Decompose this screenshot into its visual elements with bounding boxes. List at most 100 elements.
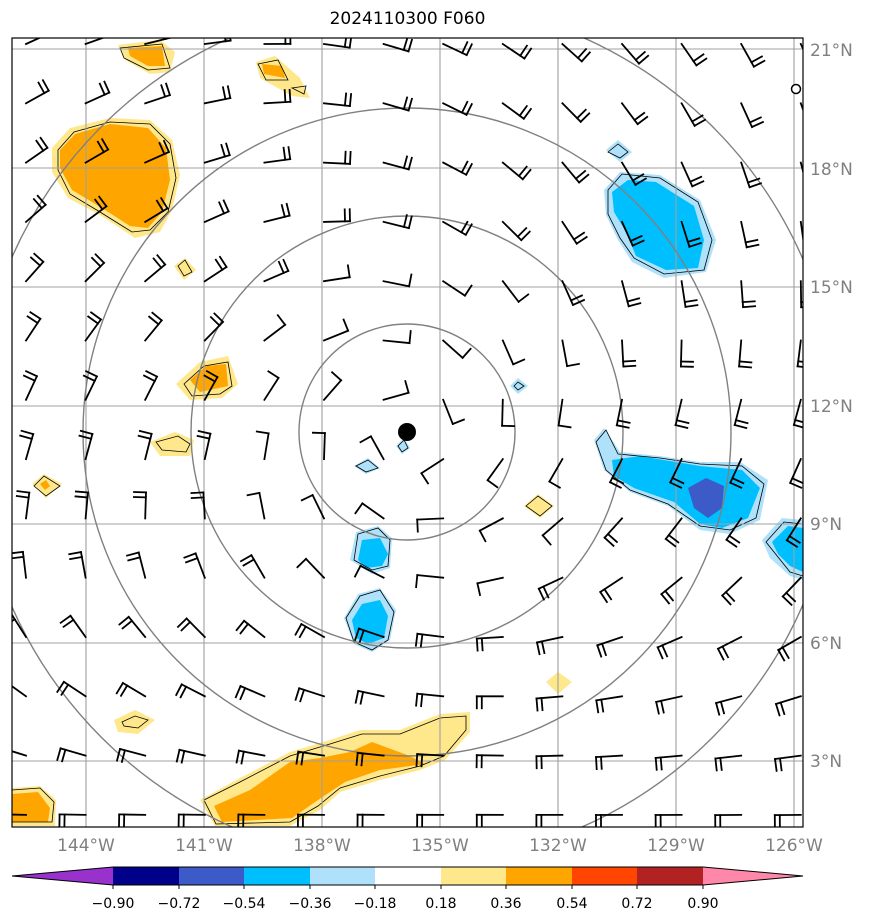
wind-barb-tick <box>147 315 160 326</box>
wind-barb-tick <box>460 160 469 174</box>
wind-barb-tick <box>684 304 699 308</box>
wind-barb-tick <box>415 574 419 589</box>
wind-barb-tick <box>235 749 240 764</box>
wind-barb-tick <box>569 294 584 302</box>
wind-barb-tick <box>748 182 763 189</box>
wind-barb-tick <box>407 38 414 53</box>
wind-barb-tick <box>214 258 224 271</box>
wind-barb <box>382 391 410 401</box>
wind-barb-tick <box>45 22 50 33</box>
wind-barb <box>144 491 147 520</box>
wind-barb <box>501 161 525 181</box>
wind-barb-tick <box>225 142 231 157</box>
wind-barb-tick <box>164 38 167 40</box>
wind-barb-tick <box>358 629 365 643</box>
wind-barb-tick <box>349 150 352 165</box>
wind-barb-tick <box>294 622 303 636</box>
wind-barb-tick <box>750 120 765 129</box>
lat-label: 9°N <box>810 515 842 535</box>
wind-barb-tick <box>277 260 285 275</box>
wind-barb-tick <box>156 254 167 266</box>
wind-barb-tick <box>255 430 270 435</box>
wind-barb <box>382 280 411 288</box>
wind-barb <box>501 339 515 366</box>
wind-barb-tick <box>36 194 47 207</box>
wind-barb-tick <box>12 618 16 623</box>
wind-barb <box>263 158 292 164</box>
wind-barb <box>774 695 802 706</box>
wind-barb-tick <box>634 177 648 187</box>
wind-barb-tick <box>465 43 473 57</box>
wind-barb <box>501 102 526 120</box>
wind-barb <box>323 432 326 461</box>
wind-barb-tick <box>600 642 608 657</box>
wind-barb-tick <box>633 111 646 122</box>
wind-barb-tick <box>629 234 643 243</box>
wind-barb <box>24 203 47 224</box>
wind-barb-tick <box>68 551 83 556</box>
wind-barb-tick <box>234 684 242 699</box>
wind-barb-tick <box>571 298 586 307</box>
wind-barb-tick <box>655 700 660 715</box>
wind-barb-tick <box>205 369 219 379</box>
wind-barb <box>203 153 231 164</box>
wind-barb-tick <box>744 238 759 244</box>
negative-anomaly-region <box>612 456 760 528</box>
positive-anomaly-region <box>128 46 165 66</box>
wind-barb-tick <box>631 239 645 247</box>
wind-barb <box>322 379 343 402</box>
wind-barb <box>561 161 581 184</box>
wind-barb <box>263 323 287 342</box>
wind-barb-tick <box>812 63 823 68</box>
wind-barb-tick <box>282 146 287 161</box>
wind-barb-tick <box>97 195 108 208</box>
wind-barb-tick <box>100 137 110 151</box>
wind-barb <box>740 102 754 129</box>
wind-barb-tick <box>62 618 75 629</box>
wind-barb-tick <box>808 119 819 123</box>
wind-barb <box>24 89 50 105</box>
wind-barb-tick <box>267 370 280 380</box>
wind-barb-tick <box>16 490 31 494</box>
wind-barb-tick <box>785 591 797 603</box>
wind-barb-tick <box>577 173 590 184</box>
wind-barb-tick <box>127 556 141 562</box>
wind-barb-tick <box>542 585 550 599</box>
wind-barb-tick <box>683 299 698 304</box>
wind-barb-tick <box>239 553 253 563</box>
wind-barb-tick <box>359 435 373 444</box>
wind-barb-tick <box>60 748 67 763</box>
wind-barb-tick <box>90 256 102 268</box>
wind-barb-tick <box>615 424 630 429</box>
wind-barb <box>323 102 351 107</box>
wind-barb <box>84 261 106 283</box>
negative-anomaly-region <box>358 538 388 568</box>
wind-barb <box>740 280 745 309</box>
wind-barb-tick <box>220 143 227 158</box>
wind-barb-tick <box>39 136 49 150</box>
wind-barb <box>621 339 625 368</box>
wind-barb-tick <box>807 185 819 188</box>
wind-barb <box>382 339 411 345</box>
wind-barb-tick <box>343 38 347 48</box>
wind-barb <box>441 339 464 360</box>
colorbar-segment <box>179 867 244 885</box>
wind-barb-tick <box>721 594 732 606</box>
wind-barb-tick <box>686 237 701 244</box>
wind-barb-tick <box>478 529 487 543</box>
wind-barb-tick <box>667 533 680 544</box>
lon-label: 126°W <box>765 836 823 856</box>
wind-barb-tick <box>517 165 528 178</box>
lat-label: 12°N <box>810 397 853 417</box>
wind-barb-tick <box>664 589 675 602</box>
wind-barb-tick <box>15 494 30 499</box>
wind-barb-tick <box>572 231 586 241</box>
wind-barb <box>323 220 351 223</box>
wind-barb-tick <box>603 536 615 548</box>
wind-barb-tick <box>298 625 307 639</box>
wind-barb-tick <box>221 86 227 101</box>
colorbar-tick-label: 0.36 <box>490 896 521 912</box>
wind-barb-tick <box>802 241 803 244</box>
wind-barb <box>620 42 641 65</box>
small-circle-marker <box>790 83 802 95</box>
